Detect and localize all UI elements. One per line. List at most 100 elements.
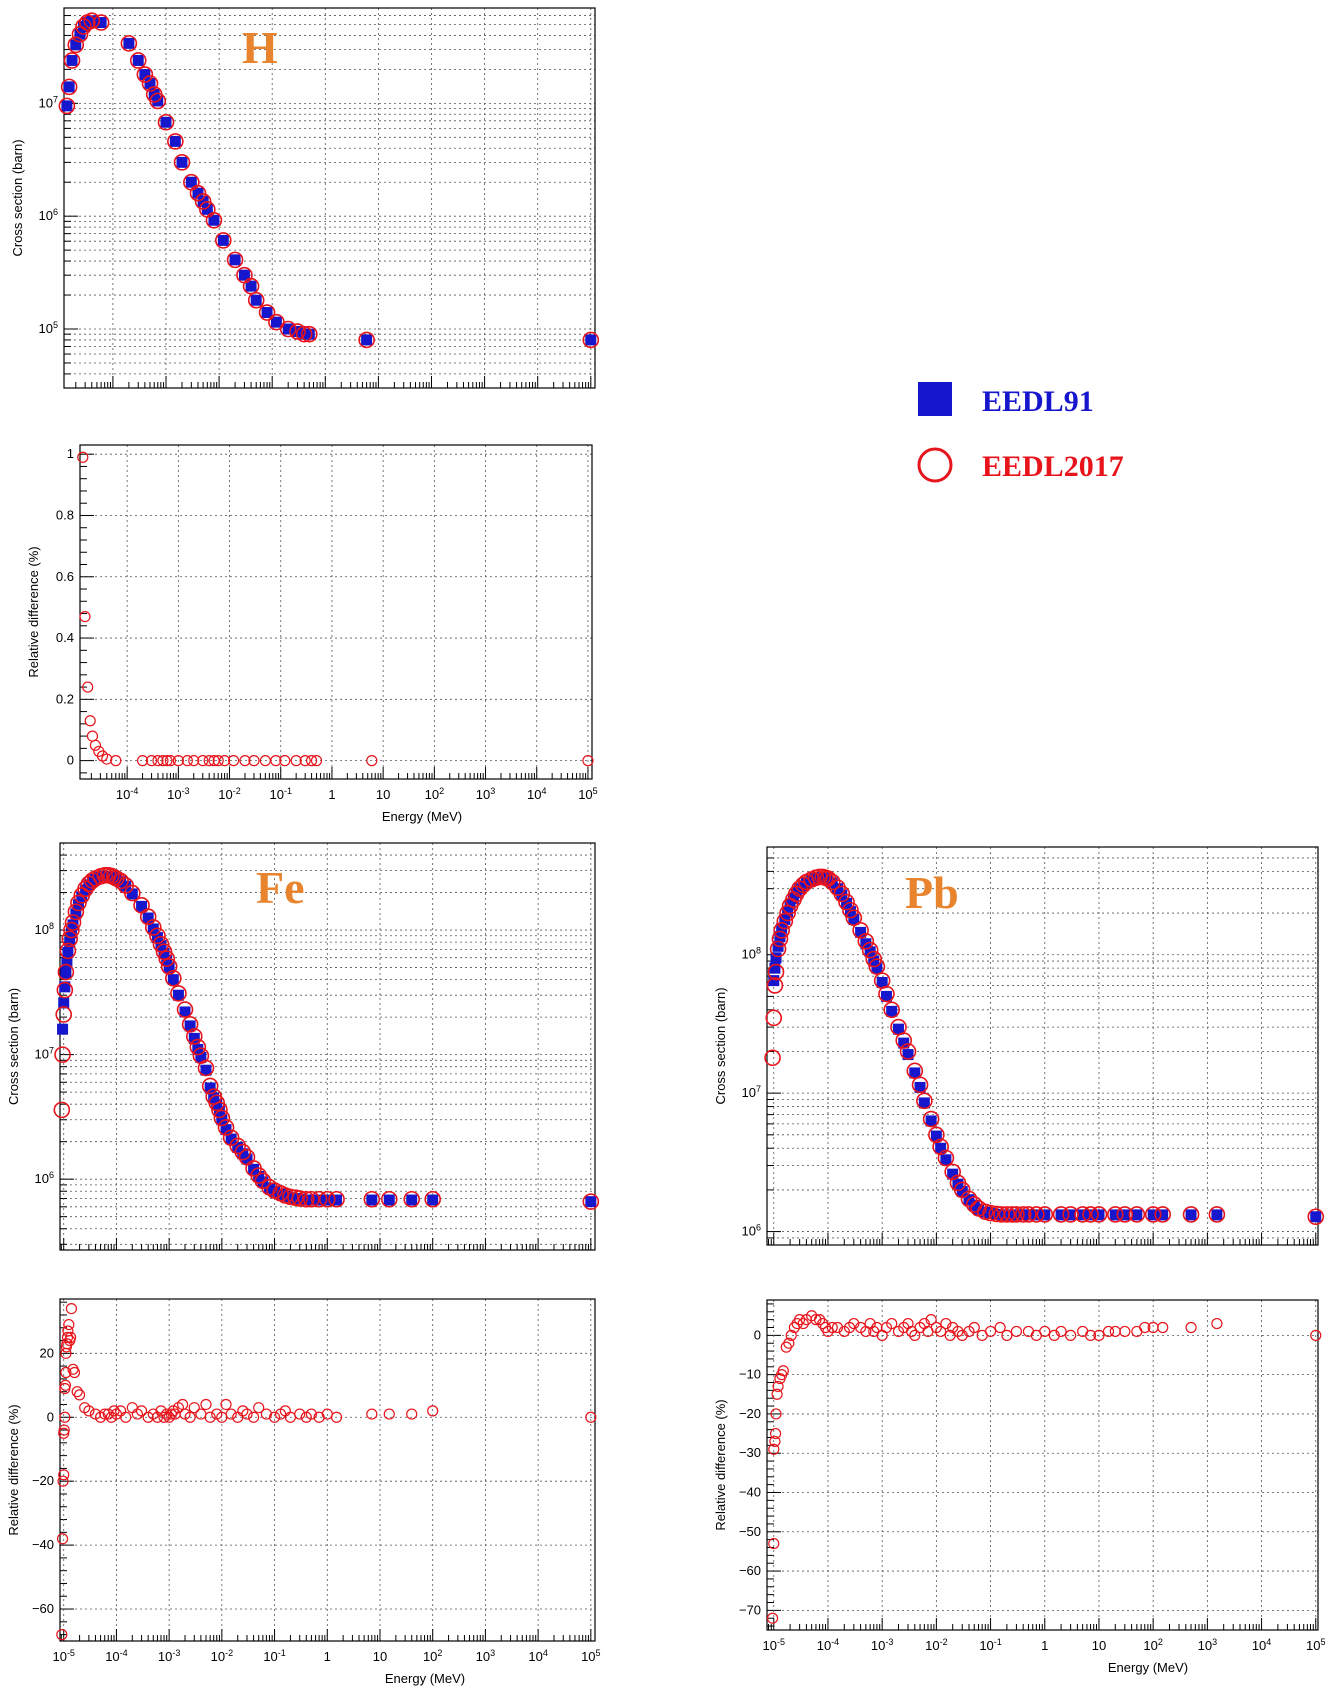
data-point-eedl2017 <box>297 1190 315 1208</box>
plot-frame <box>59 842 596 1251</box>
data-point-eedl2017 <box>248 755 260 767</box>
chart-pb-relative-difference: −70 −60 −50 −40 −30 −20 −10 0 10-5 10-4 10-3 10-2 10… <box>713 1299 1325 1675</box>
chart-h-cross-section: 105 106 107 Cross section (barn) H <box>10 7 600 389</box>
data-point-eedl91 <box>245 280 257 292</box>
data-point-eedl91 <box>167 974 179 986</box>
data-point-eedl2017 <box>291 1190 309 1207</box>
data-point-eedl2017 <box>366 755 378 767</box>
data-point-eedl91 <box>1157 1209 1169 1221</box>
data-point-eedl91 <box>229 254 241 266</box>
data-point-eedl2017 <box>861 941 879 959</box>
data-point-eedl2017 <box>1074 1206 1091 1223</box>
data-point-eedl2017 <box>268 1411 281 1423</box>
data-point-eedl2017 <box>70 894 87 912</box>
data-point-eedl2017 <box>57 1475 69 1487</box>
x-tick-label: 1 <box>1041 1638 1048 1653</box>
data-point-eedl2017 <box>906 1062 924 1080</box>
legend-marker-eedl2017 <box>917 447 953 483</box>
data-point-eedl2017 <box>770 1408 782 1420</box>
data-point-eedl2017 <box>883 1001 901 1019</box>
data-point-eedl91 <box>918 1097 930 1109</box>
data-point-eedl2017 <box>102 1408 114 1420</box>
data-point-eedl91 <box>269 1185 281 1197</box>
data-point-eedl2017 <box>1084 1329 1097 1341</box>
data-point-eedl91 <box>160 116 172 128</box>
legend: EEDL91 EEDL2017 <box>917 382 1124 483</box>
data-point-eedl2017 <box>54 1046 71 1063</box>
data-point-eedl2017 <box>59 1379 72 1391</box>
data-point-eedl2017 <box>63 52 81 69</box>
data-point-eedl2017 <box>189 1038 207 1056</box>
data-point-eedl2017 <box>922 1110 940 1128</box>
data-point-eedl2017 <box>1014 1206 1032 1223</box>
data-point-eedl91 <box>282 323 294 335</box>
data-point-eedl2017 <box>75 18 92 35</box>
y-axis-title: Relative difference (%) <box>26 546 41 677</box>
data-point-eedl2017 <box>135 1405 148 1417</box>
data-point-eedl2017 <box>899 1043 917 1060</box>
data-point-eedl2017 <box>582 755 594 767</box>
data-point-eedl2017 <box>258 304 276 321</box>
data-point-eedl2017 <box>145 755 158 767</box>
y-axis-title: Relative difference (%) <box>713 1399 728 1530</box>
data-point-eedl2017 <box>886 1317 898 1330</box>
chart-h-relative-difference: 0 0.2 0.4 0.6 0.8 1 10-4 10-3 10-2 10-1 1 10 102 103 1… <box>26 444 598 824</box>
data-point-eedl2017 <box>61 1338 73 1350</box>
data-point-eedl2017 <box>1154 1206 1172 1223</box>
data-point-eedl2017 <box>92 14 110 31</box>
data-point-eedl2017 <box>164 755 177 767</box>
data-point-eedl2017 <box>764 1049 781 1067</box>
data-point-eedl2017 <box>83 1405 95 1417</box>
data-point-eedl91 <box>74 28 86 40</box>
data-point-eedl91 <box>784 899 796 911</box>
data-point-eedl91 <box>331 1194 343 1206</box>
data-point-eedl91 <box>184 1020 196 1032</box>
data-point-eedl91 <box>361 334 373 346</box>
data-point-eedl91 <box>868 955 880 967</box>
data-point-eedl2017 <box>935 1325 947 1338</box>
data-point-eedl2017 <box>234 1143 252 1161</box>
data-point-eedl2017 <box>768 1443 780 1455</box>
data-point-eedl2017 <box>363 1190 381 1208</box>
element-label: H <box>242 22 278 73</box>
data-point-eedl91 <box>179 1006 191 1018</box>
data-point-eedl2017 <box>956 1329 968 1341</box>
data-point-eedl2017 <box>772 1380 784 1393</box>
data-point-eedl2017 <box>823 873 841 891</box>
x-tick-label: 10 <box>1092 1638 1106 1653</box>
data-point-eedl91 <box>238 269 250 281</box>
data-point-eedl2017 <box>776 912 794 930</box>
legend-label-eedl2017: EEDL2017 <box>982 450 1124 483</box>
data-point-eedl2017 <box>61 930 79 948</box>
data-point-eedl91 <box>940 1154 952 1166</box>
data-point-eedl91 <box>855 926 867 938</box>
data-point-eedl2017 <box>944 1163 961 1181</box>
data-point-eedl2017 <box>208 1094 226 1112</box>
data-point-eedl2017 <box>165 1408 177 1420</box>
data-point-eedl2017 <box>188 1402 200 1414</box>
data-point-eedl2017 <box>852 922 869 939</box>
data-point-eedl2017 <box>585 1411 597 1423</box>
data-point-eedl2017 <box>960 1190 978 1208</box>
data-point-eedl91 <box>848 913 860 925</box>
x-tick-label: 102 <box>423 1648 442 1664</box>
data-point-eedl91 <box>126 888 138 900</box>
data-point-eedl2017 <box>84 715 96 727</box>
data-point-eedl2017 <box>813 1314 826 1326</box>
data-point-eedl2017 <box>1102 1325 1115 1338</box>
data-point-eedl91 <box>172 989 184 1001</box>
data-point-eedl91 <box>58 997 70 1009</box>
y-tick-label: −50 <box>739 1524 761 1539</box>
data-point-eedl2017 <box>279 755 291 767</box>
y-axis-title: Cross section (barn) <box>713 987 728 1104</box>
data-point-eedl2017 <box>158 950 176 967</box>
element-label: Fe <box>256 862 305 913</box>
data-point-eedl2017 <box>254 1172 272 1190</box>
data-point-eedl91 <box>880 990 892 1002</box>
x-tick-label: 10-1 <box>270 786 292 802</box>
data-point-eedl2017 <box>783 1337 795 1349</box>
x-axis-title: Energy (MeV) <box>385 1671 465 1686</box>
data-point-eedl2017 <box>226 251 244 269</box>
data-point-eedl91 <box>892 1023 904 1035</box>
data-point-eedl2017 <box>769 1435 781 1448</box>
